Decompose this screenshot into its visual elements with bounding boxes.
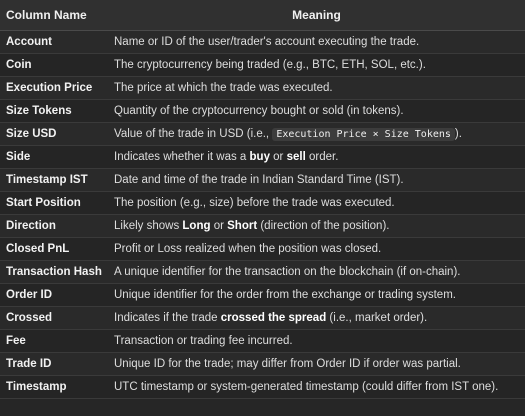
table-row: Order ID Unique identifier for the order …	[0, 283, 525, 307]
column-name-cell: Trade ID	[0, 352, 108, 376]
table-row: Side Indicates whether it was a buy or se…	[0, 145, 525, 169]
bold-term: buy	[249, 151, 270, 163]
column-name-cell: Closed PnL	[0, 237, 108, 261]
column-name-cell: Direction	[0, 214, 108, 238]
meaning-cell: UTC timestamp or system-generated timest…	[108, 375, 525, 399]
meaning-cell: Likely shows Long or Short (direction of…	[108, 214, 525, 238]
meaning-cell: Name or ID of the user/trader's account …	[108, 30, 525, 54]
meaning-text: Transaction or trading fee incurred.	[114, 335, 293, 347]
meaning-text: Name or ID of the user/trader's account …	[114, 36, 420, 48]
table-row: Transaction Hash A unique identifier for …	[0, 260, 525, 284]
column-name-cell: Size USD	[0, 122, 108, 146]
meaning-text: Unique identifier for the order from the…	[114, 289, 456, 301]
meaning-text: or	[269, 151, 287, 163]
meaning-cell: Transaction or trading fee incurred.	[108, 329, 525, 353]
meaning-text: Unique ID for the trade; may differ from…	[114, 358, 461, 370]
meaning-cell: Date and time of the trade in Indian Sta…	[108, 168, 525, 192]
meaning-text: The price at which the trade was execute…	[114, 82, 333, 94]
meaning-text: order.	[305, 151, 339, 163]
inline-code: Execution Price × Size Tokens	[272, 128, 455, 141]
meaning-text: UTC timestamp or system-generated timest…	[114, 381, 499, 393]
meaning-cell: Profit or Loss realized when the positio…	[108, 237, 525, 261]
meaning-text: Likely shows	[114, 220, 183, 232]
meaning-cell: The position (e.g., size) before the tra…	[108, 191, 525, 215]
column-name-cell: Coin	[0, 53, 108, 77]
table-row: Size USD Value of the trade in USD (i.e.,…	[0, 122, 525, 146]
meaning-cell: Quantity of the cryptocurrency bought or…	[108, 99, 525, 123]
meaning-cell: Unique identifier for the order from the…	[108, 283, 525, 307]
table-row: Trade ID Unique ID for the trade; may dif…	[0, 352, 525, 376]
table-row: Timestamp IST Date and time of the trade …	[0, 168, 525, 192]
meaning-text: The cryptocurrency being traded (e.g., B…	[114, 59, 426, 71]
meaning-text: Date and time of the trade in Indian Sta…	[114, 174, 404, 186]
meaning-cell: Unique ID for the trade; may differ from…	[108, 352, 525, 376]
column-name-cell: Start Position	[0, 191, 108, 215]
table-row: Coin The cryptocurrency being traded (e.g…	[0, 53, 525, 77]
bold-term: Short	[227, 220, 258, 232]
meaning-text: Indicates whether it was a	[114, 151, 250, 163]
meaning-text: or	[210, 220, 228, 232]
bold-term: Long	[182, 220, 211, 232]
header-column-name: Column Name	[0, 0, 108, 31]
meaning-cell: The price at which the trade was execute…	[108, 76, 525, 100]
meaning-text: Indicates if the trade	[114, 312, 221, 324]
table-body: Account Name or ID of the user/trader's a…	[0, 30, 525, 399]
header-meaning: Meaning	[108, 0, 525, 31]
column-name-cell: Transaction Hash	[0, 260, 108, 284]
meaning-text: Profit or Loss realized when the positio…	[114, 243, 382, 255]
meaning-text: (i.e., market order).	[326, 312, 428, 324]
table-row: Crossed Indicates if the trade crossed th…	[0, 306, 525, 330]
table-row: Size Tokens Quantity of the cryptocurrenc…	[0, 99, 525, 123]
meaning-cell: Indicates whether it was a buy or sell o…	[108, 145, 525, 169]
column-name-cell: Crossed	[0, 306, 108, 330]
meaning-cell: A unique identifier for the transaction …	[108, 260, 525, 284]
meaning-text: The position (e.g., size) before the tra…	[114, 197, 395, 209]
table-row: Start Position The position (e.g., size) …	[0, 191, 525, 215]
column-name-cell: Account	[0, 30, 108, 54]
meaning-text: A unique identifier for the transaction …	[114, 266, 461, 278]
column-name-cell: Timestamp IST	[0, 168, 108, 192]
table-row: Timestamp UTC timestamp or system-generat…	[0, 375, 525, 399]
column-name-cell: Order ID	[0, 283, 108, 307]
column-name-cell: Execution Price	[0, 76, 108, 100]
meaning-text: Value of the trade in USD (i.e.,	[114, 128, 273, 140]
table-row: Closed PnL Profit or Loss realized when t…	[0, 237, 525, 261]
column-name-cell: Side	[0, 145, 108, 169]
meaning-cell: The cryptocurrency being traded (e.g., B…	[108, 53, 525, 77]
table-row: Fee Transaction or trading fee incurred.	[0, 329, 525, 353]
meaning-cell: Indicates if the trade crossed the sprea…	[108, 306, 525, 330]
meaning-cell: Value of the trade in USD (i.e., Executi…	[108, 122, 525, 146]
column-definitions-table: Column Name Meaning Account Name or ID of…	[0, 0, 525, 399]
column-name-cell: Timestamp	[0, 375, 108, 399]
table-row: Account Name or ID of the user/trader's a…	[0, 30, 525, 54]
table-row: Direction Likely shows Long or Short (dir…	[0, 214, 525, 238]
bold-term: sell	[286, 151, 306, 163]
column-name-cell: Fee	[0, 329, 108, 353]
column-name-cell: Size Tokens	[0, 99, 108, 123]
bold-term: crossed the spread	[220, 312, 327, 324]
meaning-text: Quantity of the cryptocurrency bought or…	[114, 105, 404, 117]
meaning-text: (direction of the position).	[257, 220, 390, 232]
table-row: Execution Price The price at which the tr…	[0, 76, 525, 100]
header-row: Column Name Meaning	[0, 0, 525, 31]
meaning-text: ).	[454, 128, 462, 140]
